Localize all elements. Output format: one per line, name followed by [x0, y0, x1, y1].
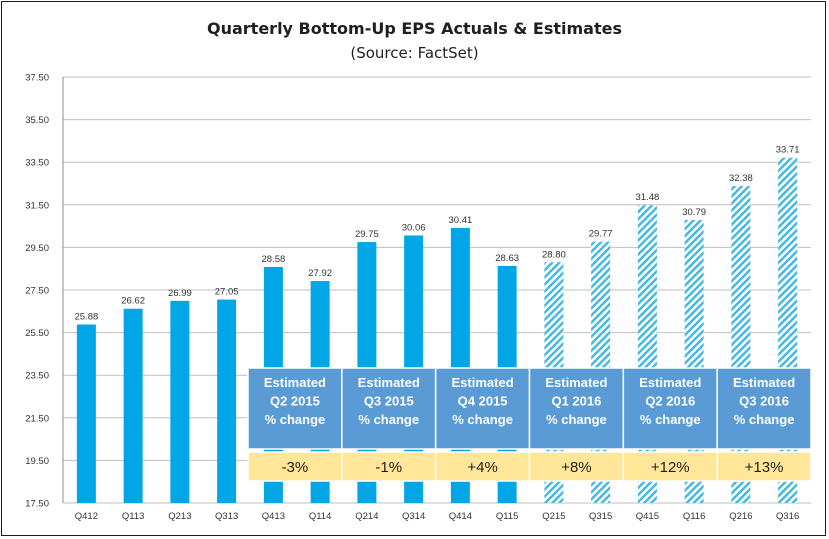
bar-q213	[170, 300, 190, 503]
data-label: 30.06	[402, 222, 426, 233]
table-header-text: Estimated	[264, 375, 326, 390]
bar-q316	[778, 157, 798, 504]
bar-q412	[76, 324, 96, 503]
table-header-text: Q2 2015	[270, 394, 320, 409]
data-label: 30.79	[682, 207, 706, 218]
table-header-text: Estimated	[639, 375, 701, 390]
table-header-text: Q2 2016	[645, 394, 695, 409]
table-header-text: Q3 2016	[739, 394, 789, 409]
table-value-cell	[716, 451, 812, 482]
table-header-text: % change	[358, 412, 419, 427]
y-tick-label: 25.50	[25, 328, 49, 339]
x-tick-label: Q113	[122, 511, 145, 522]
x-tick-label: Q213	[168, 511, 191, 522]
data-label: 27.92	[308, 268, 332, 279]
bar-q313	[217, 299, 237, 503]
table-header-text: Estimated	[545, 375, 607, 390]
y-tick-label: 21.50	[25, 413, 49, 424]
y-tick-label: 29.50	[25, 243, 49, 254]
table-value-text: +12%	[651, 459, 690, 476]
y-tick-label: 19.50	[25, 456, 49, 467]
data-label: 29.75	[355, 229, 379, 240]
table-header-text: Estimated	[733, 375, 795, 390]
x-tick-label: Q415	[636, 511, 659, 522]
y-tick-label: 31.50	[25, 200, 49, 211]
table-header-text: Q4 2015	[458, 394, 508, 409]
x-tick-label: Q215	[542, 511, 565, 522]
table-header-text: % change	[452, 412, 513, 427]
data-label: 28.80	[542, 249, 566, 260]
table-header-cell	[528, 367, 625, 450]
table-value-text: -3%	[282, 459, 309, 476]
x-tick-label: Q214	[355, 511, 378, 522]
data-label: 27.05	[215, 287, 239, 298]
table-header-cell	[622, 367, 718, 450]
y-tick-label: 37.50	[25, 73, 49, 84]
x-tick-label: Q315	[589, 511, 612, 522]
x-tick-label: Q316	[776, 511, 799, 522]
data-label: 25.88	[74, 312, 98, 323]
x-tick-label: Q414	[449, 511, 472, 522]
table-header-cell	[247, 367, 343, 450]
data-label: 31.48	[635, 192, 659, 203]
table-header-cell	[341, 367, 437, 450]
data-label: 29.77	[589, 229, 613, 240]
table-value-cell	[528, 451, 625, 482]
chart-title: Quarterly Bottom-Up EPS Actuals & Estima…	[207, 19, 622, 38]
y-tick-label: 33.50	[25, 158, 49, 169]
table-value-cell	[622, 451, 718, 482]
table-header-text: Estimated	[358, 375, 420, 390]
table-value-text: +4%	[467, 459, 497, 476]
x-tick-label: Q314	[402, 511, 425, 522]
table-header-text: Estimated	[452, 375, 514, 390]
chart-subtitle: (Source: FactSet)	[350, 44, 479, 62]
x-tick-label: Q116	[683, 511, 706, 522]
table-header-text: % change	[265, 412, 326, 427]
x-tick-label: Q413	[262, 511, 285, 522]
table-header-cell	[716, 367, 812, 450]
y-tick-label: 23.50	[25, 371, 49, 382]
x-tick-label: Q216	[729, 511, 752, 522]
table-header-text: % change	[640, 412, 701, 427]
x-tick-label: Q114	[309, 511, 332, 522]
y-tick-label: 17.50	[25, 499, 49, 510]
table-value-text: +13%	[745, 459, 784, 476]
table-value-text: -1%	[375, 459, 402, 476]
x-tick-label: Q115	[496, 511, 519, 522]
data-label: 32.38	[729, 173, 753, 184]
table-header-text: Q3 2015	[364, 394, 414, 409]
data-label: 28.63	[495, 253, 519, 264]
table-header-text: Q1 2016	[551, 394, 601, 409]
bar-q113	[123, 308, 143, 503]
table-header-text: % change	[734, 412, 795, 427]
data-label: 33.71	[776, 145, 800, 156]
y-tick-label: 35.50	[25, 115, 49, 126]
y-tick-label: 27.50	[25, 286, 49, 297]
table-value-text: +8%	[561, 459, 591, 476]
data-label: 30.41	[448, 215, 472, 226]
x-tick-label: Q412	[75, 511, 98, 522]
table-header-cell	[434, 367, 531, 450]
data-label: 28.58	[261, 254, 285, 265]
data-label: 26.62	[121, 296, 145, 307]
table-value-cell	[341, 451, 437, 482]
x-tick-label: Q313	[215, 511, 238, 522]
table-header-text: % change	[546, 412, 607, 427]
data-label: 26.99	[168, 288, 192, 299]
